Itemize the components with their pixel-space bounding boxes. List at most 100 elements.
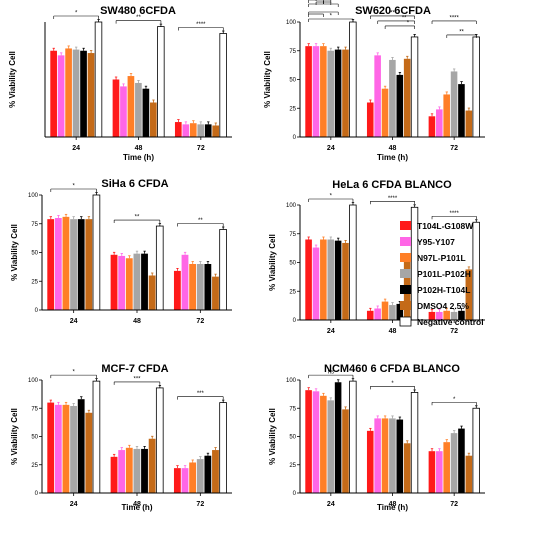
- bar: [396, 303, 404, 320]
- significance-label: ***: [197, 391, 205, 397]
- significance-label: *: [330, 194, 333, 200]
- significance-label: *: [407, 20, 410, 26]
- x-tick-label: 24: [327, 328, 335, 335]
- bar: [50, 50, 57, 137]
- bar: [472, 407, 480, 494]
- bar: [349, 204, 357, 321]
- bar: [133, 253, 141, 310]
- legend: T104L-G108W Y95-Y107 N97L-P101L P101L-P102H…: [399, 221, 484, 327]
- bar: [327, 239, 335, 320]
- y-tick-label: 0: [293, 318, 297, 324]
- bar: [410, 392, 419, 494]
- y-axis-label: % Viability Cell: [8, 51, 17, 108]
- y-tick-label: 25: [31, 463, 38, 469]
- y-tick-label: 75: [289, 49, 296, 55]
- bar: [374, 55, 381, 137]
- chart-title: HeLa 6 CFDA BLANCO: [332, 179, 452, 191]
- x-axis-label: Time (h): [123, 153, 154, 162]
- significance-label: *: [75, 11, 78, 17]
- significance-label: *: [72, 370, 75, 376]
- bar: [77, 219, 85, 310]
- y-axis-label: % Viability Cell: [10, 224, 19, 281]
- bar: [327, 50, 335, 137]
- significance-label: **: [198, 218, 203, 224]
- bar: [85, 219, 93, 310]
- bar: [472, 36, 480, 138]
- bar: [118, 255, 126, 310]
- x-tick-label: 24: [327, 145, 335, 152]
- legend-label: P102H-T104L: [417, 285, 470, 295]
- y-tick-label: 25: [289, 106, 296, 112]
- chart-panel: MCF-7 CFDA % Viability Cell 0 25 50 75 100 24 48…: [10, 363, 232, 512]
- bar: [125, 258, 133, 310]
- x-tick-label: 24: [70, 501, 78, 508]
- chart-panel: SiHa 6 CFDA % Viability Cell 0 25 50 75 100 24 4…: [10, 178, 232, 325]
- y-tick-label: 0: [35, 491, 39, 497]
- chart-title: NCM460 6 CFDA BLANCO: [324, 363, 460, 375]
- chart-title: SW620 6CFDA: [355, 5, 431, 17]
- bar: [142, 88, 150, 137]
- y-tick-label: 75: [31, 222, 38, 228]
- bar: [110, 254, 118, 310]
- bar: [70, 405, 77, 493]
- y-axis-label: % Viability Cell: [263, 51, 272, 108]
- bar: [92, 194, 101, 311]
- significance-label: ****: [388, 196, 398, 202]
- x-axis-label: Time (h): [122, 503, 153, 512]
- x-tick-label: 72: [197, 145, 205, 152]
- x-tick-label: 24: [72, 145, 80, 152]
- bar: [112, 79, 120, 137]
- bar: [204, 264, 212, 310]
- bar: [65, 48, 72, 138]
- legend-swatch: [400, 237, 411, 246]
- y-tick-label: 100: [28, 378, 39, 384]
- bar: [212, 125, 220, 137]
- bar: [342, 49, 349, 137]
- bar: [465, 269, 473, 320]
- y-tick-label: 100: [286, 378, 297, 384]
- bar: [312, 247, 320, 320]
- bar: [173, 270, 181, 310]
- bar: [403, 58, 411, 137]
- y-tick-label: 25: [289, 289, 296, 295]
- bar: [396, 419, 404, 493]
- bar: [374, 418, 381, 493]
- bar: [189, 123, 197, 137]
- y-tick-label: 50: [289, 78, 296, 84]
- bar: [366, 102, 374, 137]
- bar: [327, 400, 335, 493]
- bar: [197, 124, 205, 137]
- bar: [312, 46, 320, 137]
- x-tick-label: 48: [133, 318, 141, 325]
- bar: [458, 428, 465, 493]
- bar: [62, 404, 70, 493]
- bar: [181, 254, 189, 310]
- bar: [212, 450, 219, 493]
- legend-swatch: [400, 221, 411, 230]
- x-tick-label: 72: [196, 501, 204, 508]
- bar: [334, 240, 342, 320]
- x-tick-label: 72: [450, 328, 458, 335]
- bar: [181, 468, 189, 493]
- bar: [320, 239, 327, 320]
- bar: [450, 71, 458, 137]
- bar: [141, 253, 148, 310]
- y-tick-label: 75: [289, 232, 296, 238]
- x-tick-label: 48: [389, 145, 397, 152]
- bar: [403, 443, 411, 493]
- bar: [125, 447, 133, 493]
- x-tick-label: 48: [133, 501, 141, 508]
- x-tick-label: 48: [135, 145, 143, 152]
- legend-label: N97L-P101L: [417, 253, 466, 263]
- bar: [174, 122, 182, 137]
- y-tick-label: 25: [289, 463, 296, 469]
- bar: [458, 310, 465, 320]
- bar: [155, 387, 164, 494]
- bar: [428, 451, 436, 493]
- chart-title: SiHa 6 CFDA: [101, 178, 168, 190]
- legend-label: DMSO4 2.5%: [417, 301, 469, 311]
- bar: [80, 50, 87, 137]
- bar: [320, 395, 327, 493]
- bar: [148, 275, 156, 310]
